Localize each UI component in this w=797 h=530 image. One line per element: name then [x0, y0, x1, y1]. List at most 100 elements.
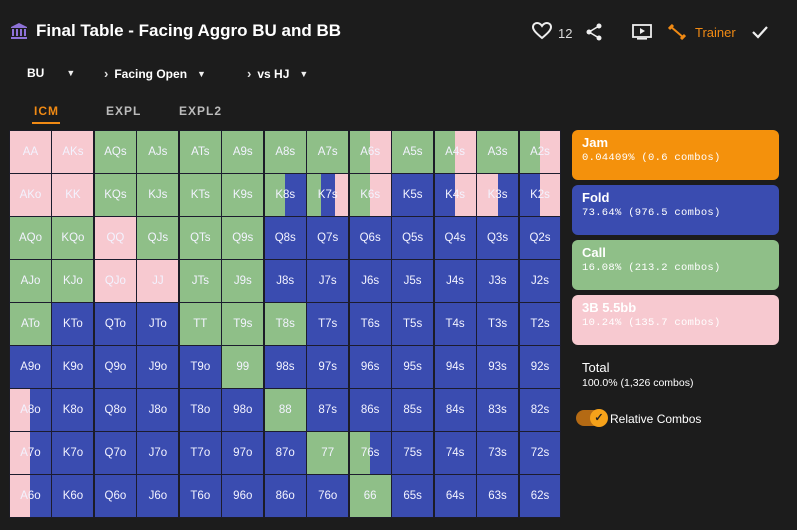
- hand-cell[interactable]: A7s: [306, 130, 350, 174]
- hand-cell[interactable]: T7s: [306, 302, 350, 346]
- hand-cell[interactable]: J8o: [136, 388, 180, 432]
- check-icon[interactable]: [751, 24, 769, 45]
- hand-cell[interactable]: Q6s: [348, 216, 392, 260]
- hand-cell[interactable]: Q8s: [263, 216, 307, 260]
- hand-cell[interactable]: 65s: [391, 474, 435, 518]
- hand-cell[interactable]: KQo: [51, 216, 95, 260]
- hand-cell[interactable]: T9s: [221, 302, 265, 346]
- hand-cell[interactable]: Q2s: [518, 216, 561, 260]
- hand-cell[interactable]: K8s: [263, 173, 307, 217]
- crumb-action[interactable]: › Facing Open ▼: [104, 66, 206, 81]
- hand-cell[interactable]: A9s: [221, 130, 265, 174]
- hand-cell[interactable]: AA: [9, 130, 52, 174]
- hand-cell[interactable]: T6s: [348, 302, 392, 346]
- hand-cell[interactable]: K7s: [306, 173, 350, 217]
- video-play-icon[interactable]: [632, 24, 652, 45]
- hand-cell[interactable]: 73s: [476, 431, 520, 475]
- hand-cell[interactable]: QQ: [93, 216, 137, 260]
- hand-cell[interactable]: J2s: [518, 259, 561, 303]
- hand-cell[interactable]: Q7o: [93, 431, 137, 475]
- hand-cell[interactable]: A3s: [476, 130, 520, 174]
- hand-cell[interactable]: J7o: [136, 431, 180, 475]
- hand-cell[interactable]: 83s: [476, 388, 520, 432]
- relative-combos-toggle[interactable]: ✓: [576, 409, 608, 427]
- hand-cell[interactable]: JTo: [136, 302, 180, 346]
- crumb-opponent[interactable]: › vs HJ ▼: [247, 66, 308, 81]
- hand-cell[interactable]: J9s: [221, 259, 265, 303]
- hand-cell[interactable]: T3s: [476, 302, 520, 346]
- hand-cell[interactable]: T5s: [391, 302, 435, 346]
- hand-cell[interactable]: K5s: [391, 173, 435, 217]
- hand-cell[interactable]: K2s: [518, 173, 561, 217]
- hand-cell[interactable]: 86o: [263, 474, 307, 518]
- hand-cell[interactable]: K9o: [51, 345, 95, 389]
- hand-cell[interactable]: 95s: [391, 345, 435, 389]
- hand-cell[interactable]: TT: [178, 302, 222, 346]
- hand-cell[interactable]: AQs: [93, 130, 137, 174]
- hand-cell[interactable]: 76s: [348, 431, 392, 475]
- hand-cell[interactable]: 97o: [221, 431, 265, 475]
- hand-cell[interactable]: QJo: [93, 259, 137, 303]
- hand-cell[interactable]: A6o: [9, 474, 52, 518]
- hand-cell[interactable]: Q9s: [221, 216, 265, 260]
- action-3bet[interactable]: 3B 5.5bb 10.24% (135.7 combos): [572, 295, 779, 345]
- hand-cell[interactable]: K7o: [51, 431, 95, 475]
- hand-cell[interactable]: 97s: [306, 345, 350, 389]
- hand-cell[interactable]: 84s: [433, 388, 477, 432]
- hand-cell[interactable]: 72s: [518, 431, 561, 475]
- hand-cell[interactable]: A6s: [348, 130, 392, 174]
- hand-cell[interactable]: J5s: [391, 259, 435, 303]
- hand-cell[interactable]: K8o: [51, 388, 95, 432]
- hand-cell[interactable]: T6o: [178, 474, 222, 518]
- hand-cell[interactable]: K6s: [348, 173, 392, 217]
- hand-cell[interactable]: 63s: [476, 474, 520, 518]
- hand-cell[interactable]: T8o: [178, 388, 222, 432]
- action-jam[interactable]: Jam 0.04409% (0.6 combos): [572, 130, 779, 180]
- hand-cell[interactable]: 66: [348, 474, 392, 518]
- hand-cell[interactable]: A8o: [9, 388, 52, 432]
- heart-icon[interactable]: [531, 21, 553, 46]
- hand-cell[interactable]: AQo: [9, 216, 52, 260]
- hand-cell[interactable]: AJo: [9, 259, 52, 303]
- hand-cell[interactable]: 88: [263, 388, 307, 432]
- hand-cell[interactable]: 94s: [433, 345, 477, 389]
- hand-cell[interactable]: J6s: [348, 259, 392, 303]
- hand-cell[interactable]: 99: [221, 345, 265, 389]
- hand-cell[interactable]: 62s: [518, 474, 561, 518]
- hand-cell[interactable]: ATo: [9, 302, 52, 346]
- hand-cell[interactable]: A7o: [9, 431, 52, 475]
- hand-cell[interactable]: A5s: [391, 130, 435, 174]
- share-icon[interactable]: [585, 23, 603, 46]
- hand-cell[interactable]: K3s: [476, 173, 520, 217]
- hand-cell[interactable]: KJo: [51, 259, 95, 303]
- hand-cell[interactable]: 87o: [263, 431, 307, 475]
- hand-cell[interactable]: T8s: [263, 302, 307, 346]
- hand-cell[interactable]: QTo: [93, 302, 137, 346]
- hand-cell[interactable]: J8s: [263, 259, 307, 303]
- action-fold[interactable]: Fold 73.64% (976.5 combos): [572, 185, 779, 235]
- hand-cell[interactable]: T9o: [178, 345, 222, 389]
- hand-cell[interactable]: 86s: [348, 388, 392, 432]
- hand-cell[interactable]: T2s: [518, 302, 561, 346]
- hand-cell[interactable]: 76o: [306, 474, 350, 518]
- hand-cell[interactable]: Q3s: [476, 216, 520, 260]
- hand-cell[interactable]: Q9o: [93, 345, 137, 389]
- hand-cell[interactable]: KK: [51, 173, 95, 217]
- hand-cell[interactable]: Q5s: [391, 216, 435, 260]
- hand-cell[interactable]: KTo: [51, 302, 95, 346]
- hand-cell[interactable]: K9s: [221, 173, 265, 217]
- hand-cell[interactable]: 64s: [433, 474, 477, 518]
- hand-cell[interactable]: 87s: [306, 388, 350, 432]
- hand-cell[interactable]: 98s: [263, 345, 307, 389]
- tab-expl2[interactable]: EXPL2: [179, 104, 223, 118]
- hand-cell[interactable]: 96o: [221, 474, 265, 518]
- hand-cell[interactable]: Q7s: [306, 216, 350, 260]
- hand-cell[interactable]: A4s: [433, 130, 477, 174]
- hand-cell[interactable]: KTs: [178, 173, 222, 217]
- hand-cell[interactable]: AKo: [9, 173, 52, 217]
- hand-cell[interactable]: 85s: [391, 388, 435, 432]
- hand-cell[interactable]: QJs: [136, 216, 180, 260]
- hand-cell[interactable]: J9o: [136, 345, 180, 389]
- tab-icm[interactable]: ICM: [34, 104, 59, 118]
- hand-cell[interactable]: 77: [306, 431, 350, 475]
